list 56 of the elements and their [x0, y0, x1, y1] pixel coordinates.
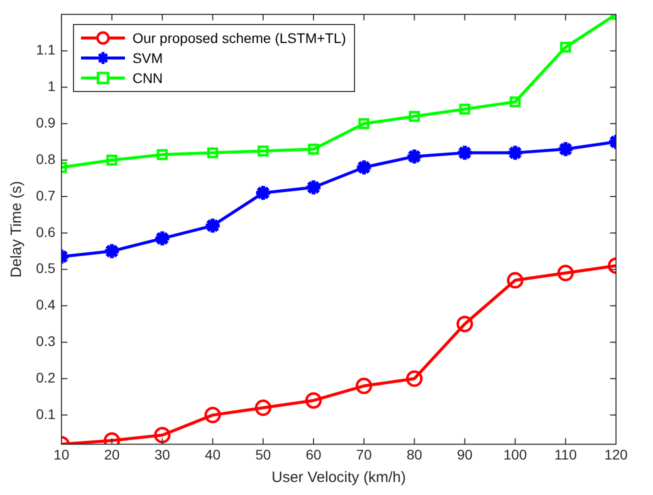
- point: [459, 104, 470, 115]
- x-tick-label: 120: [604, 446, 628, 462]
- y-tick-label: 0.6: [36, 224, 56, 240]
- point: [258, 145, 269, 156]
- point: [556, 140, 575, 158]
- point: [254, 184, 272, 202]
- point: [304, 178, 323, 196]
- legend-label: Our proposed scheme (LSTM+TL): [132, 30, 346, 46]
- point: [510, 96, 521, 108]
- x-tick-label: 50: [255, 446, 272, 462]
- point: [156, 149, 168, 160]
- x-tick-label: 70: [356, 446, 372, 462]
- y-tick-label: 0.7: [36, 187, 56, 204]
- y-tick-label: 0.5: [36, 260, 56, 276]
- point: [354, 158, 373, 176]
- x-tick-label: 90: [456, 446, 473, 462]
- point: [557, 264, 574, 282]
- point: [408, 110, 420, 122]
- point: [506, 144, 524, 162]
- x-tick-label: 10: [54, 446, 70, 462]
- point: [358, 118, 370, 130]
- y-tick-label: 0.1: [36, 406, 56, 422]
- point: [254, 400, 272, 416]
- point: [308, 144, 320, 155]
- x-tick-label: 60: [306, 446, 322, 462]
- point: [106, 154, 118, 166]
- point: [207, 147, 218, 158]
- x-tick-label: 110: [554, 446, 577, 462]
- legend-label: SVM: [132, 50, 163, 66]
- point: [204, 406, 221, 424]
- x-tick-label: 80: [406, 446, 422, 462]
- x-tick-label: 100: [503, 446, 528, 462]
- point: [356, 378, 372, 394]
- x-tick-label: 20: [104, 446, 120, 462]
- y-tick-label: 0.8: [36, 150, 56, 167]
- point: [406, 370, 423, 387]
- point: [305, 392, 322, 409]
- point: [102, 242, 121, 260]
- y-tick-label: 1.1: [36, 42, 56, 58]
- y-axis-title: Delay Time (s): [8, 180, 26, 278]
- point: [153, 229, 172, 248]
- y-tick-label: 0.3: [36, 333, 56, 350]
- legend-label: CNN: [132, 70, 163, 86]
- x-axis-title: User Velocity (km/h): [272, 469, 406, 486]
- point: [456, 316, 474, 332]
- point: [456, 144, 474, 162]
- point: [204, 216, 222, 235]
- point: [560, 42, 572, 53]
- y-tick-label: 0.4: [36, 296, 56, 313]
- x-tick-label: 40: [204, 446, 221, 462]
- x-tick-label: 30: [154, 446, 170, 462]
- point: [154, 426, 171, 444]
- y-tick-label: 0.2: [36, 369, 56, 386]
- y-tick-label: 1: [48, 78, 56, 94]
- point: [506, 272, 524, 289]
- y-tick-label: 0.9: [36, 114, 56, 131]
